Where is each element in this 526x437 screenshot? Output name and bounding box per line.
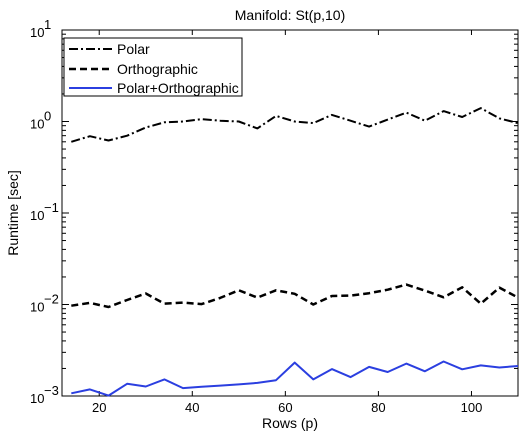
x-tick-label: 20	[92, 400, 106, 415]
x-tick-label: 60	[278, 400, 292, 415]
legend-box	[63, 37, 243, 97]
axis-ticks	[62, 29, 518, 397]
legend-label-orthographic: Orthographic	[117, 61, 198, 77]
x-tick-labels: 20 40 60 80 100	[92, 400, 482, 415]
y-tick-label: 10−3	[30, 383, 59, 406]
y-tick-label: 101	[30, 17, 51, 40]
x-tick-label: 80	[371, 400, 385, 415]
chart-title: Manifold: St(p,10)	[235, 7, 346, 23]
y-tick-label-base: 10	[30, 300, 44, 315]
y-tick-label: 10−1	[30, 200, 59, 223]
y-axis-label: Runtime [sec]	[5, 170, 21, 256]
y-tick-label: 10−2	[30, 292, 59, 315]
y-tick-label: 100	[30, 109, 51, 132]
y-tick-label-base: 10	[30, 117, 44, 132]
x-axis-label: Rows (p)	[262, 415, 318, 431]
y-tick-label-exponent: −3	[44, 383, 59, 398]
series-line-orthographic	[71, 283, 519, 309]
y-tick-label-base: 10	[30, 25, 44, 40]
y-tick-label-exponent: −2	[44, 292, 59, 307]
series-layer	[71, 107, 519, 397]
x-tick-label: 40	[185, 400, 199, 415]
series-line-polar-orthographic	[71, 360, 519, 397]
legend-label-polar-orthographic: Polar+Orthographic	[117, 80, 239, 96]
y-tick-label-exponent: 0	[44, 109, 51, 124]
x-tick-label: 100	[461, 400, 483, 415]
y-tick-label-exponent: −1	[44, 200, 59, 215]
y-tick-label-exponent: 1	[44, 17, 51, 32]
y-tick-label-base: 10	[30, 208, 44, 223]
legend-label-polar: Polar	[117, 41, 150, 57]
y-tick-label-base: 10	[30, 391, 44, 406]
series-line-polar	[71, 107, 519, 143]
legend: Polar Orthographic Polar+Orthographic	[63, 37, 243, 97]
